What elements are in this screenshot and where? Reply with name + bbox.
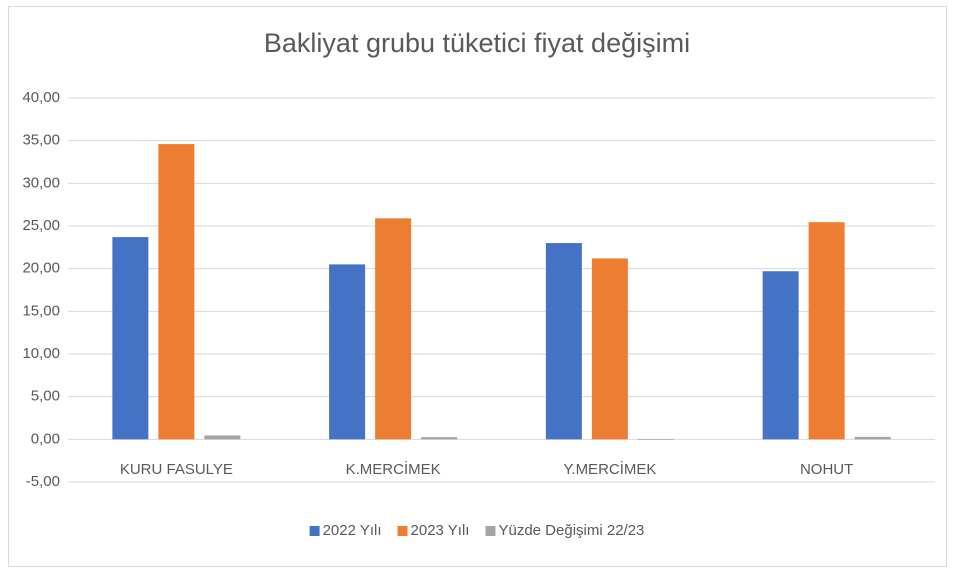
bar	[591, 258, 628, 440]
bar	[421, 437, 458, 440]
bar	[329, 264, 366, 440]
x-tick-label: KURU FASULYE	[120, 461, 233, 478]
legend-label: 2023 Yılı	[411, 522, 470, 539]
y-tick-label: 0,00	[31, 430, 60, 447]
x-tick-label: Y.MERCİMEK	[563, 460, 656, 478]
chart-title: Bakliyat grubu tüketici fiyat değişimi	[264, 28, 690, 58]
bar	[808, 222, 845, 440]
bar	[637, 439, 674, 441]
y-tick-label: 25,00	[22, 217, 60, 234]
y-tick-label: 30,00	[22, 174, 60, 191]
y-tick-label: 15,00	[22, 302, 60, 319]
bar	[112, 237, 149, 440]
bar	[204, 435, 241, 440]
bar	[545, 243, 582, 440]
x-tick-label: NOHUT	[800, 461, 853, 478]
y-tick-label: 10,00	[22, 345, 60, 362]
legend-label: Yüzde Değişimi 22/23	[498, 522, 644, 539]
bar	[762, 271, 799, 440]
bar	[158, 144, 195, 440]
y-tick-label: -5,00	[26, 473, 60, 490]
x-tick-label: K.MERCİMEK	[346, 460, 441, 478]
legend-label: 2022 Yılı	[323, 522, 382, 539]
legend-swatch	[485, 526, 496, 536]
bar	[854, 436, 891, 440]
y-tick-label: 35,00	[22, 132, 60, 149]
bar	[375, 218, 412, 440]
legend-swatch	[309, 526, 320, 536]
y-tick-label: 5,00	[31, 388, 60, 405]
y-tick-label: 20,00	[22, 260, 60, 277]
y-tick-label: 40,00	[22, 89, 60, 106]
legend-swatch	[397, 526, 408, 536]
